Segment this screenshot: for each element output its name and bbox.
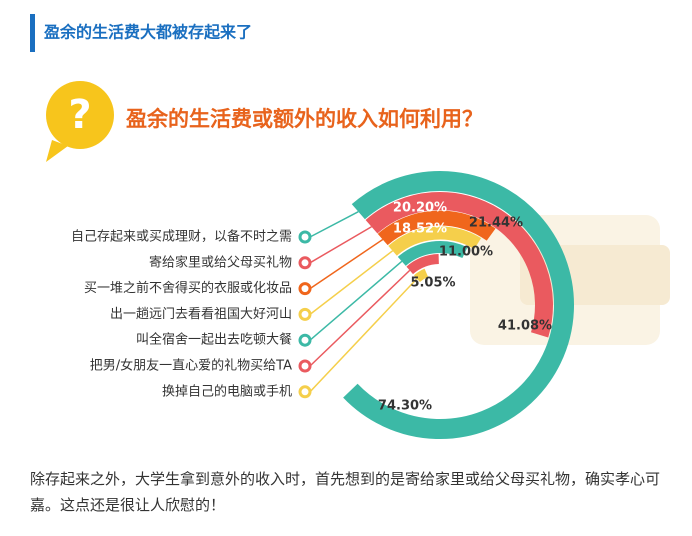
value-label: 18.52% — [393, 222, 447, 237]
value-label: 20.20% — [393, 201, 447, 216]
value-label: 74.30% — [378, 399, 432, 414]
connector — [309, 260, 403, 341]
bubble-icon: ? — [68, 92, 91, 138]
connector — [309, 211, 359, 238]
legend-label: 把男/女朋友一直心爱的礼物买给TA — [90, 358, 292, 374]
value-label: 11.00% — [439, 245, 493, 260]
legend-dot — [298, 359, 312, 373]
header-title: 盈余的生活费大都被存起来了 — [43, 23, 252, 42]
infographic: 盈余的生活费大都被存起来了 ? 盈余的生活费或额外的收入如何利用？ 自己存起来或… — [30, 14, 670, 439]
legend-dot — [298, 385, 312, 399]
legend-dot — [298, 230, 312, 244]
infographic-title: 盈余的生活费或额外的收入如何利用？ — [125, 107, 483, 131]
paragraph: 除存起来之外，大学生拿到意外的收入时，首先想到的是寄给家里或给父母买礼物，确实孝… — [30, 470, 661, 514]
legend-label: 寄给家里或给父母买礼物 — [149, 254, 292, 270]
legend-label: 出一趟远门去看看祖国大好河山 — [110, 306, 292, 322]
radial-bar — [377, 210, 496, 246]
radial-bar — [413, 268, 429, 283]
legend-dot — [298, 282, 312, 296]
connector — [309, 226, 372, 264]
value-label: 5.05% — [410, 276, 455, 291]
legend-dot — [298, 256, 312, 270]
radial-bar — [397, 241, 468, 267]
connector — [309, 269, 411, 367]
legend-label: 买一堆之前不舍得买的衣服或化妆品 — [84, 280, 292, 296]
legend-dot — [298, 333, 312, 347]
connector — [309, 278, 418, 393]
legend-label: 叫全宿舍一起出去吃顿大餐 — [136, 332, 292, 348]
radial-bar — [388, 226, 482, 256]
radial-bar — [365, 192, 553, 338]
legend-dot — [298, 307, 312, 321]
header-accent — [30, 14, 35, 52]
legend-label: 自己存起来或买成理财，以备不时之需 — [71, 229, 292, 245]
bubble — [46, 81, 114, 149]
connector — [309, 250, 394, 315]
legend-label: 换掉自己的电脑或手机 — [162, 383, 292, 399]
value-label: 41.08% — [498, 319, 552, 334]
radial-bar — [406, 254, 440, 275]
radial-bar — [343, 171, 574, 439]
value-label: 21.44% — [469, 216, 523, 231]
bubble-tail — [46, 140, 68, 162]
connector — [309, 238, 384, 290]
